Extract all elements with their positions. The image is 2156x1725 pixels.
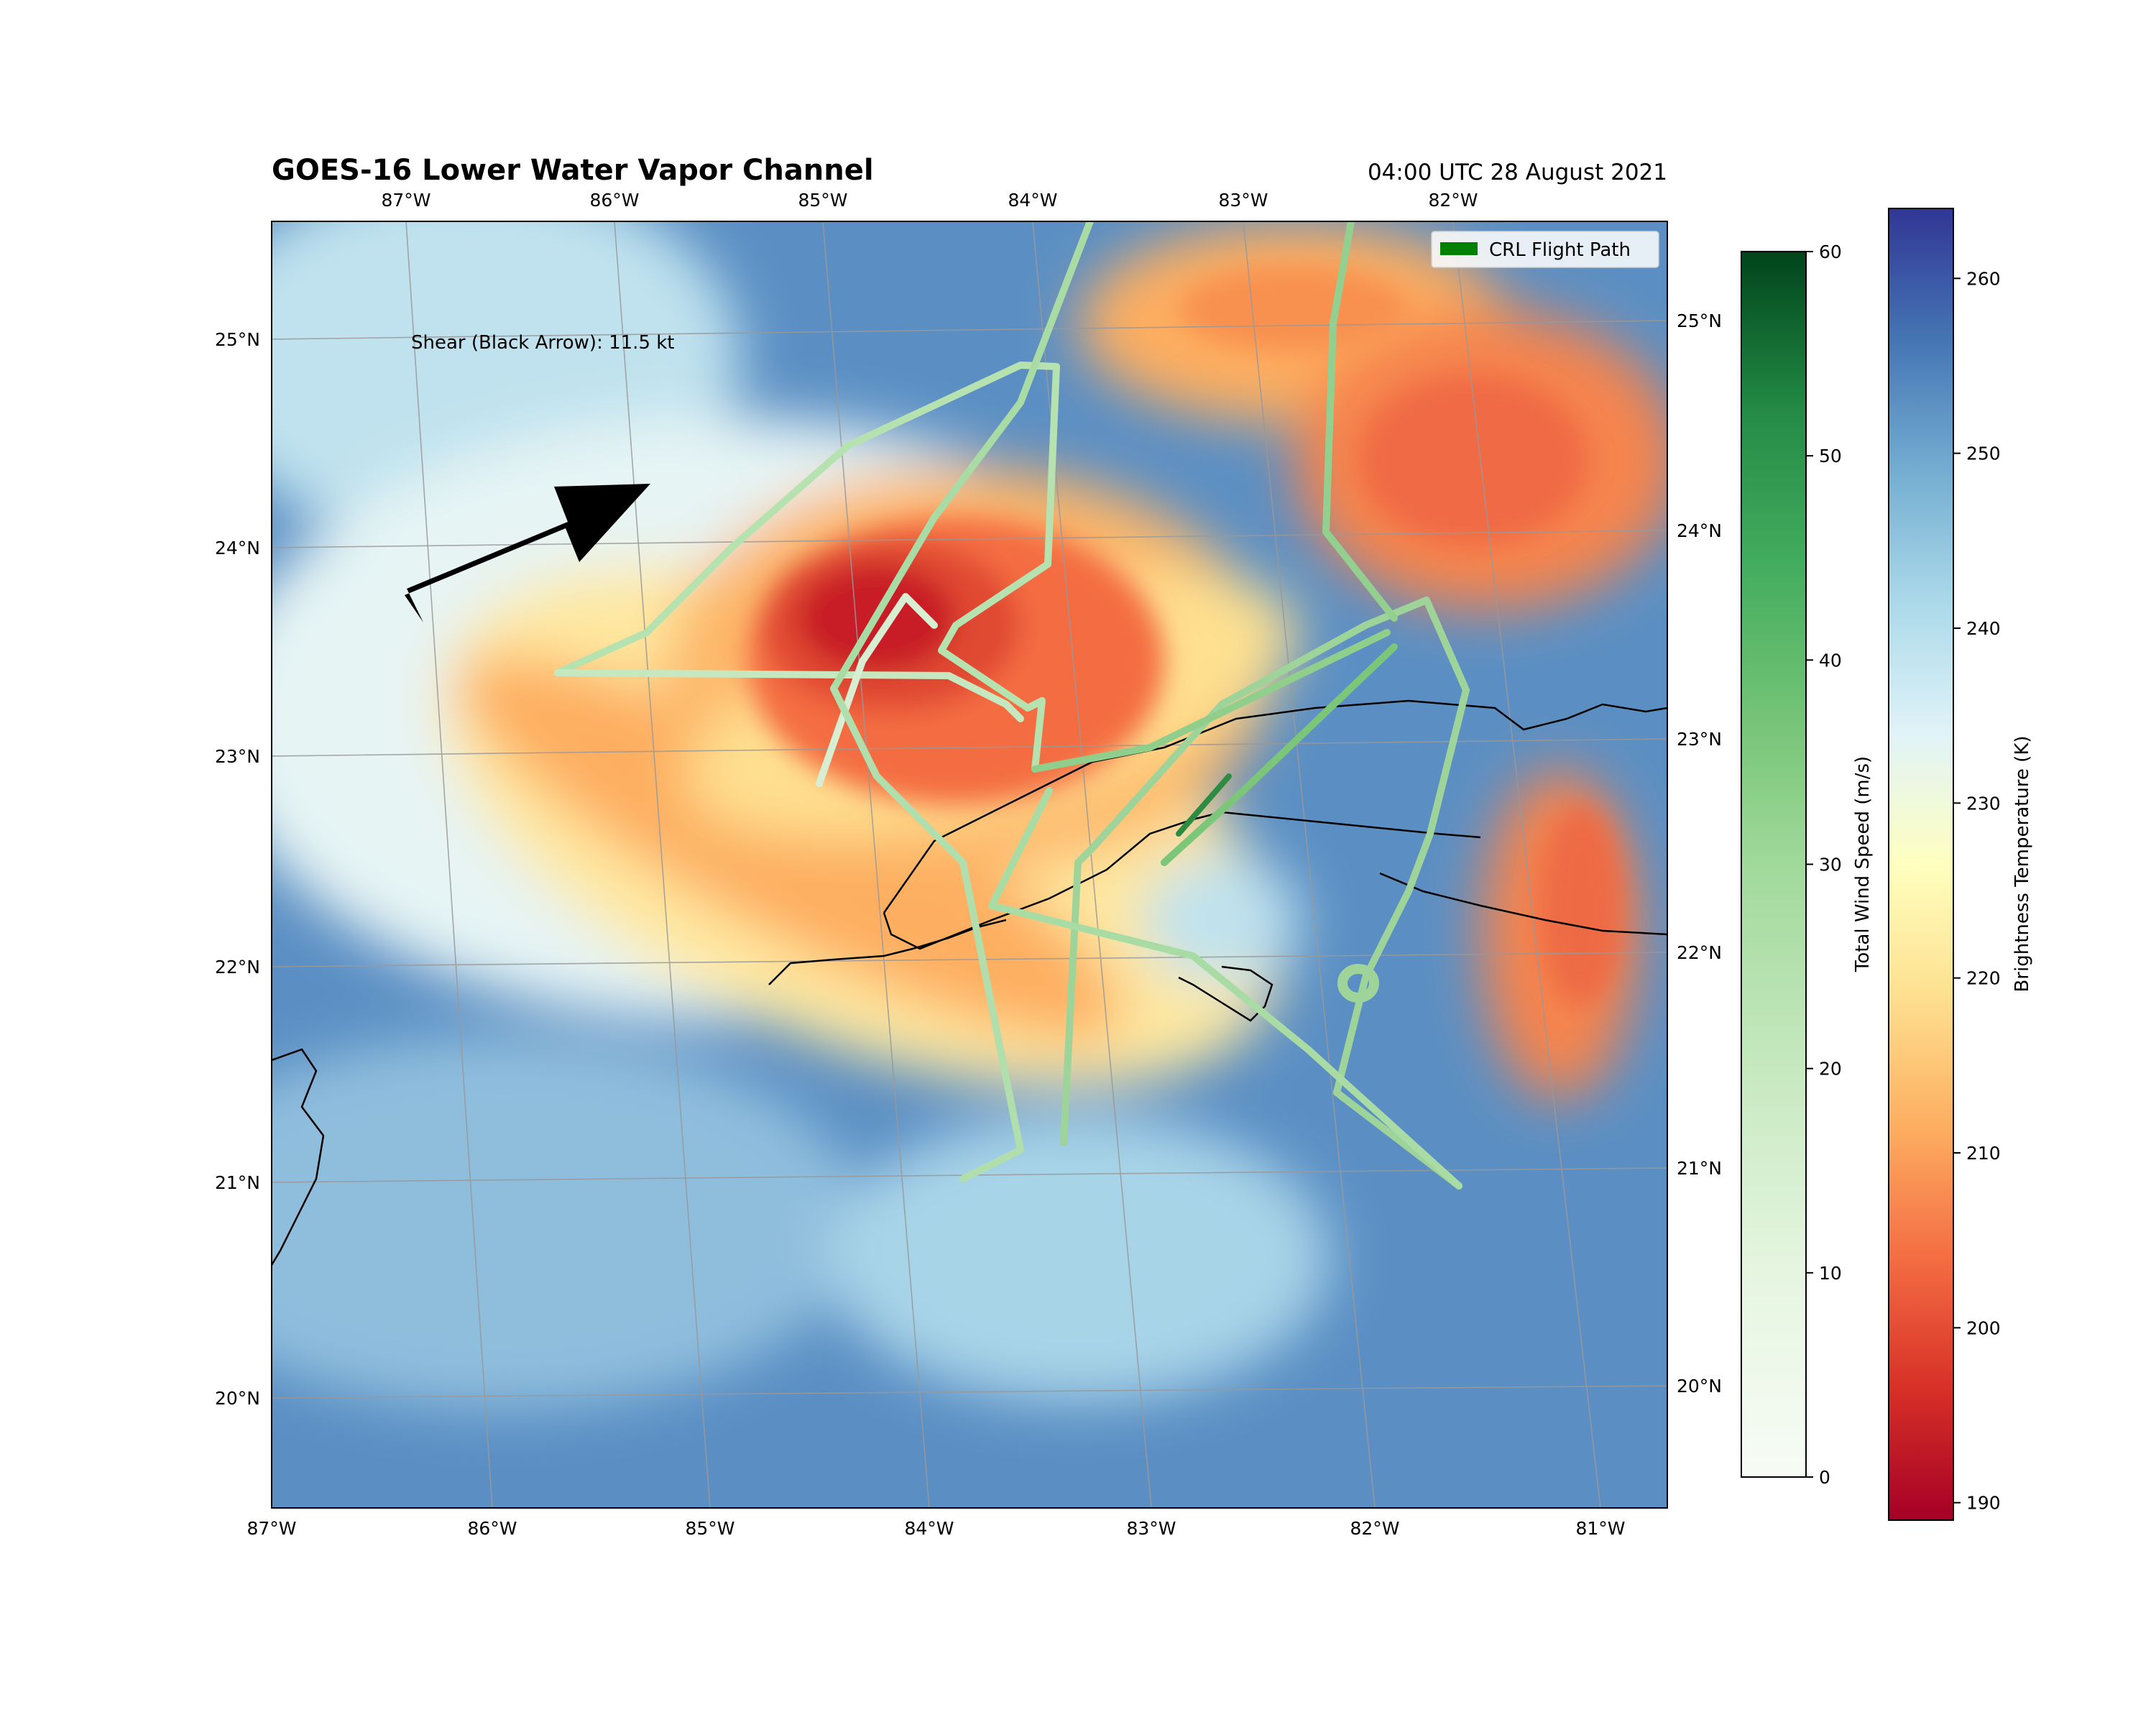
bottom-lon-tick: 83°W bbox=[1126, 1518, 1176, 1539]
right-lat-tick: 22°N bbox=[1677, 942, 1722, 963]
legend-swatch bbox=[1440, 242, 1478, 255]
colorbar-tick-label: 240 bbox=[1966, 618, 2001, 639]
left-lat-tick: 20°N bbox=[215, 1388, 260, 1409]
shear-annotation: Shear (Black Arrow): 11.5 kt bbox=[411, 332, 675, 354]
yucatan-coastline bbox=[272, 1048, 325, 1266]
left-lat-tick: 22°N bbox=[215, 957, 260, 978]
colorbar-tick-label: 0 bbox=[1819, 1467, 1830, 1488]
flight-path-east-vertical bbox=[1322, 221, 1398, 622]
left-latitude-ticks: 25°N 24°N 23°N 22°N 21°N 20°N bbox=[215, 329, 260, 1409]
timestamp: 04:00 UTC 28 August 2021 bbox=[1368, 160, 1667, 185]
flight-path-diagonal-2 bbox=[1031, 629, 1391, 773]
colorbar-tick-label: 210 bbox=[1966, 1143, 2001, 1164]
cuba-coastline bbox=[883, 699, 1667, 914]
right-latitude-ticks: 25°N 24°N 23°N 22°N 21°N 20°N bbox=[1677, 310, 1722, 1397]
top-lon-tick: 84°W bbox=[1008, 190, 1057, 211]
colorbar-tick-label: 40 bbox=[1819, 650, 1842, 671]
colorbar-tick-label: 200 bbox=[1966, 1317, 2001, 1338]
top-lon-tick: 87°W bbox=[381, 190, 430, 211]
colorbar-tick-label: 230 bbox=[1966, 793, 2001, 814]
right-lat-tick: 25°N bbox=[1677, 310, 1722, 331]
colorbar-tick-label: 250 bbox=[1966, 443, 2001, 464]
legend-label: CRL Flight Path bbox=[1489, 239, 1631, 261]
flight-path-south-leg bbox=[988, 787, 1462, 1190]
cuba-west-tip bbox=[768, 919, 1007, 985]
colorbar-tick-label: 220 bbox=[1966, 968, 2001, 989]
wind-colorbar-ticks: 0 10 20 30 40 50 60 bbox=[1806, 242, 1842, 1488]
colorbar-tick-label: 20 bbox=[1819, 1059, 1842, 1080]
colorbar-tick-label: 50 bbox=[1819, 446, 1842, 466]
top-lon-tick: 85°W bbox=[798, 190, 847, 211]
top-lon-tick: 86°W bbox=[589, 190, 639, 211]
flight-path-west-loop bbox=[554, 362, 1060, 773]
right-lat-tick: 20°N bbox=[1677, 1376, 1722, 1397]
bottom-lon-tick: 87°W bbox=[247, 1518, 296, 1539]
flight-path-center bbox=[816, 593, 938, 787]
brightness-colorbar-ticks: 190 200 210 220 230 240 250 260 bbox=[1953, 268, 2001, 1514]
top-lon-tick: 82°W bbox=[1428, 190, 1478, 211]
flight-path-south-track bbox=[830, 685, 1024, 1182]
right-lat-tick: 23°N bbox=[1677, 729, 1722, 750]
bottom-lon-tick: 81°W bbox=[1575, 1518, 1625, 1539]
wind-speed-colorbar: 0 10 20 30 40 50 60 Total Wind Speed (m/s) bbox=[1741, 242, 1874, 1488]
right-lat-tick: 24°N bbox=[1677, 520, 1722, 541]
bottom-lon-tick: 84°W bbox=[904, 1518, 954, 1539]
top-lon-tick: 83°W bbox=[1218, 190, 1268, 211]
left-lat-tick: 24°N bbox=[215, 538, 260, 558]
wind-colorbar-label: Total Wind Speed (m/s) bbox=[1852, 756, 1874, 972]
map-frame bbox=[271, 221, 1668, 1509]
left-lat-tick: 23°N bbox=[215, 746, 260, 767]
colorbar-tick-label: 10 bbox=[1819, 1263, 1842, 1284]
flight-path-diagonal bbox=[1161, 643, 1398, 866]
brightness-colorbar: 190 200 210 220 230 240 250 260 Brightness Temp… bbox=[1888, 208, 2033, 1521]
bottom-lon-tick: 86°W bbox=[467, 1518, 517, 1539]
legend: CRL Flight Path bbox=[1431, 231, 1659, 268]
right-lat-tick: 21°N bbox=[1677, 1158, 1722, 1179]
shear-arrow-icon bbox=[405, 484, 650, 622]
bottom-lon-tick: 85°W bbox=[685, 1518, 734, 1539]
left-lat-tick: 25°N bbox=[215, 329, 260, 350]
coastlines bbox=[272, 699, 1667, 1266]
isle-of-youth-coastline bbox=[1178, 965, 1273, 1022]
flight-path-orbit bbox=[1337, 964, 1379, 1003]
colorbar-tick-label: 30 bbox=[1819, 855, 1842, 875]
flight-path-west-track bbox=[554, 669, 1024, 722]
flight-path-southeast bbox=[1060, 597, 1470, 1190]
crl-flight-path bbox=[554, 221, 1470, 1190]
left-lat-tick: 21°N bbox=[215, 1172, 260, 1193]
cuba-south-coastline bbox=[883, 811, 1481, 950]
cuba-east-south bbox=[1379, 872, 1667, 936]
colorbar-tick-label: 190 bbox=[1966, 1493, 2001, 1514]
brightness-colorbar-label: Brightness Temperature (K) bbox=[2012, 735, 2033, 992]
wind-colorbar-gradient bbox=[1741, 251, 1807, 1478]
bottom-lon-tick: 82°W bbox=[1350, 1518, 1399, 1539]
flight-path-strong-wind bbox=[1176, 773, 1232, 837]
flight-path-north-track bbox=[830, 221, 1095, 692]
colorbar-tick-label: 60 bbox=[1819, 242, 1842, 262]
colorbar-tick-label: 260 bbox=[1966, 268, 2001, 289]
top-longitude-ticks: 87°W 86°W 85°W 84°W 83°W 82°W bbox=[381, 190, 1478, 211]
bottom-longitude-ticks: 87°W 86°W 85°W 84°W 83°W 82°W 81°W bbox=[247, 1518, 1625, 1539]
brightness-colorbar-gradient bbox=[1888, 208, 1954, 1521]
map-title: GOES-16 Lower Water Vapor Channel bbox=[272, 154, 874, 187]
